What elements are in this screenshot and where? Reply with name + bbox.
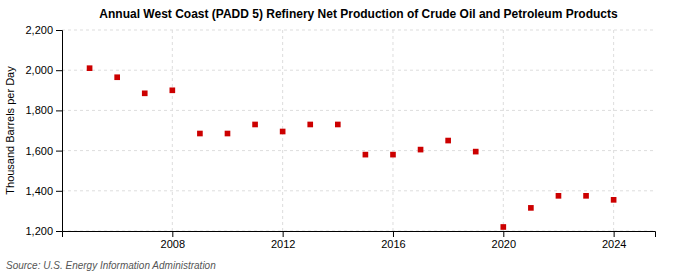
y-tick: 1,600	[25, 145, 62, 157]
y-tick-mark	[56, 110, 62, 111]
y-tick-label: 1,400	[25, 185, 53, 197]
x-tick-mark	[614, 231, 615, 237]
point	[225, 131, 231, 137]
point	[252, 122, 258, 128]
y-tick: 1,200	[25, 225, 62, 237]
y-tick-label: 1,200	[25, 225, 53, 237]
point	[169, 87, 175, 93]
x-tick: 2020	[492, 231, 516, 250]
point	[418, 147, 424, 153]
y-tick-mark	[56, 30, 62, 31]
y-tick: 1,800	[25, 104, 62, 116]
x-tick-mark	[393, 231, 394, 237]
x-tick-label: 2020	[492, 238, 516, 250]
point	[500, 224, 506, 230]
y-axis-title: Thousand Barrels per Day	[4, 66, 16, 195]
point	[611, 197, 617, 203]
x-tick-mark	[503, 231, 504, 237]
y-tick-mark	[56, 70, 62, 71]
grid-line-x	[392, 30, 393, 231]
y-tick-label: 1,600	[25, 145, 53, 157]
title: Annual West Coast (PADD 5) Refinery Net …	[99, 7, 618, 21]
point	[87, 65, 93, 71]
point	[583, 193, 589, 199]
y-tick-mark	[56, 191, 62, 192]
x-tick-mark	[172, 231, 173, 237]
x-axis: 2008 2012 2016 2020 2024	[63, 231, 656, 250]
x-tick-label: 2024	[602, 238, 626, 250]
grid	[62, 30, 655, 231]
x-tick: 2008	[161, 231, 185, 250]
grid-line-y	[62, 110, 655, 111]
point	[280, 129, 286, 135]
y-axis: 1,200 1,400 1,600 1,800 2,000 2,200	[25, 24, 62, 237]
point	[473, 149, 479, 155]
y-tick-label: 1,800	[25, 104, 53, 116]
y-axis-line	[56, 31, 63, 232]
y-tick-label: 2,000	[25, 64, 53, 76]
point	[142, 90, 148, 96]
grid-line-x	[172, 30, 173, 231]
point	[197, 131, 203, 137]
x-tick-label: 2008	[161, 238, 185, 250]
grid-line-x	[503, 30, 504, 231]
point	[445, 138, 451, 144]
y-tick: 1,400	[25, 185, 62, 197]
x-tick-mark	[283, 231, 284, 237]
x-tick: 2012	[271, 231, 295, 250]
y-tick: 2,200	[25, 24, 62, 36]
point	[390, 152, 396, 158]
point	[114, 74, 120, 80]
point	[307, 122, 313, 128]
y-tick-mark	[56, 151, 62, 152]
grid-line-y	[62, 70, 655, 71]
y-tick: 2,000	[25, 64, 62, 76]
y-tick-label: 2,200	[25, 24, 53, 36]
x-tick: 2024	[602, 231, 626, 250]
x-tick-label: 2012	[271, 238, 295, 250]
plot: 2008 2012 2016 2020 2024 1,200 1,400 1,600 1,800…	[25, 24, 655, 250]
point	[335, 122, 341, 128]
point	[556, 193, 562, 199]
point	[528, 205, 534, 211]
x-tick-label: 2016	[381, 238, 405, 250]
grid-line-y	[62, 190, 655, 191]
points	[87, 65, 617, 229]
annotation: Source: U.S. Energy Information Administ…	[6, 260, 216, 271]
grid-line-y	[62, 30, 655, 31]
point	[363, 152, 369, 158]
x-tick: 2016	[381, 231, 405, 250]
grid-line-y	[62, 150, 655, 151]
x-axis-line	[63, 232, 656, 238]
chart: 2008 2012 2016 2020 2024 1,200 1,400 1,600 1,800…	[0, 0, 675, 275]
y-tick-mark	[56, 231, 62, 232]
